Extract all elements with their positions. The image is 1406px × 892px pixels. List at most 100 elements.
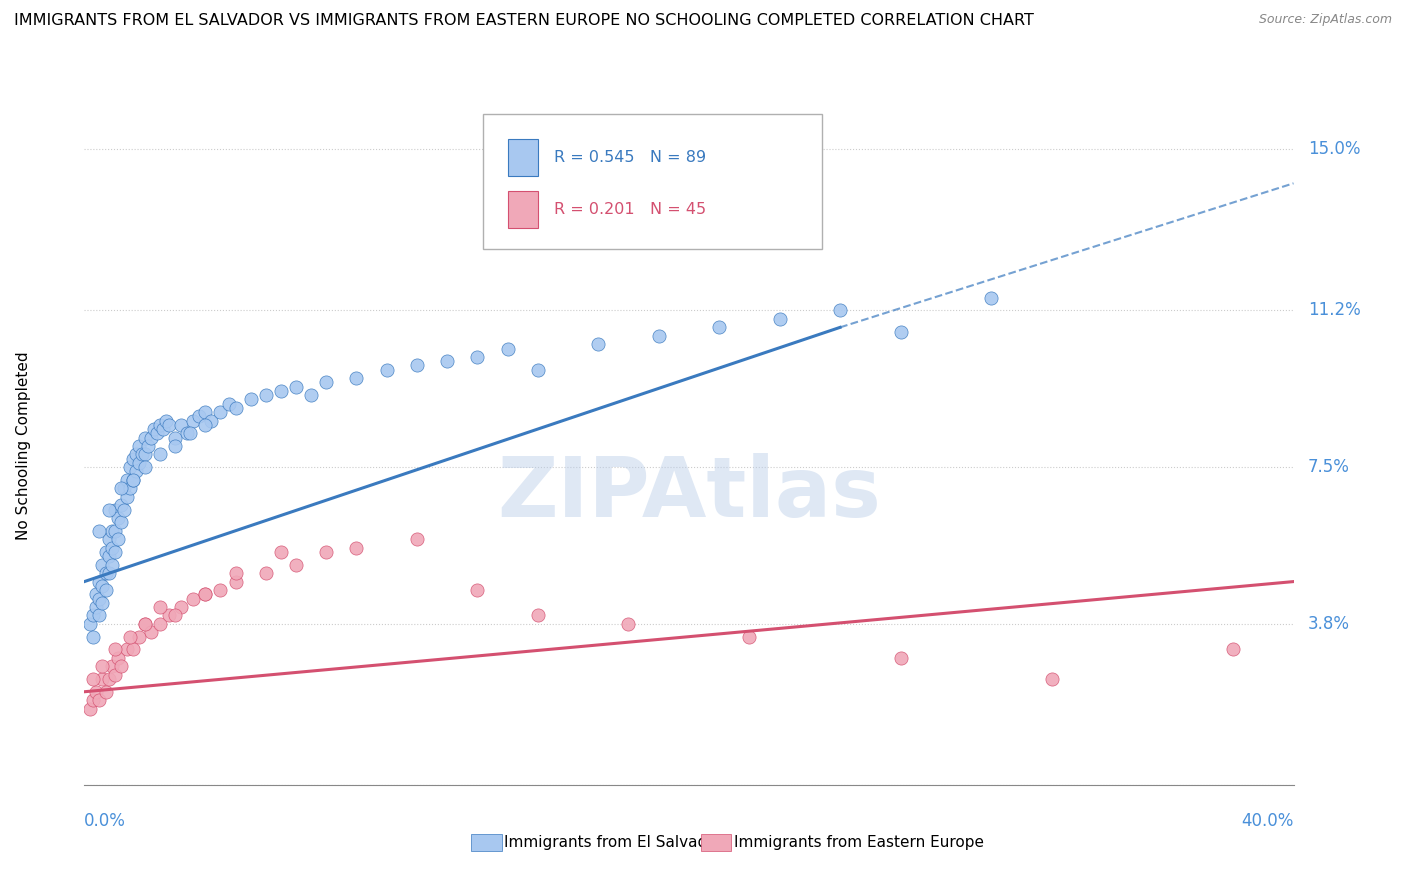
Point [200,414,222,428]
Point [91,579,114,593]
Text: 15.0%: 15.0% [1308,140,1361,159]
Point [149,448,172,462]
Text: Immigrants from El Salvador: Immigrants from El Salvador [503,835,723,850]
Point [284,558,308,572]
Point [89,591,111,606]
Point [121,473,143,487]
Point [89,574,111,589]
Point [738,630,761,644]
Point [194,587,217,601]
Point [112,482,135,496]
Point [100,524,122,538]
Point [526,608,548,623]
Point [115,642,138,657]
Point [115,490,138,504]
Text: IMMIGRANTS FROM EL SALVADOR VS IMMIGRANTS FROM EASTERN EUROPE NO SCHOOLING COMPL: IMMIGRANTS FROM EL SALVADOR VS IMMIGRANT… [14,13,1033,29]
Point [149,417,172,432]
Point [209,405,232,419]
Bar [471,834,502,851]
Point [79,701,101,715]
Bar [508,139,538,176]
Point [181,591,204,606]
Point [91,659,114,673]
Point [709,320,731,334]
Point [82,630,104,644]
Point [239,392,262,407]
Bar [508,192,538,228]
Bar [702,834,731,851]
Point [467,583,489,598]
Point [104,502,127,516]
Point [107,511,129,525]
Point [104,667,127,681]
Point [254,388,277,402]
Point [315,545,337,559]
Point [97,566,120,581]
Point [134,617,156,632]
Text: No Schooling Completed: No Schooling Completed [17,351,31,541]
Point [100,541,122,555]
Point [225,566,247,581]
Point [588,337,610,351]
Point [128,630,150,644]
Point [194,405,217,419]
Point [146,426,169,441]
Point [170,417,193,432]
Point [406,359,429,373]
Point [107,651,129,665]
Point [1222,642,1244,657]
Point [118,460,141,475]
Point [128,456,150,470]
Point [188,409,211,424]
Point [647,328,671,343]
Point [82,693,104,707]
Text: 0.0%: 0.0% [84,812,127,830]
Point [157,608,180,623]
FancyBboxPatch shape [484,114,823,250]
Point [110,659,132,673]
Point [134,430,156,444]
Point [86,587,108,601]
Point [110,482,132,496]
Point [170,599,193,614]
Point [91,558,114,572]
Point [1040,672,1063,686]
Point [91,596,114,610]
Point [97,672,120,686]
Text: ZIPAtlas: ZIPAtlas [496,453,882,534]
Text: 3.8%: 3.8% [1308,615,1350,633]
Point [107,532,129,546]
Point [89,524,111,538]
Point [194,417,217,432]
Point [155,414,177,428]
Point [225,401,247,415]
Point [346,541,368,555]
Point [94,685,117,699]
Text: 40.0%: 40.0% [1241,812,1294,830]
Point [110,498,132,512]
Text: R = 0.201   N = 45: R = 0.201 N = 45 [554,202,706,217]
Point [142,422,165,436]
Point [270,545,292,559]
Point [118,482,141,496]
Point [91,672,114,686]
Point [82,672,104,686]
Point [100,659,122,673]
Point [436,354,458,368]
Point [110,515,132,529]
Point [100,558,122,572]
Point [346,371,368,385]
Text: 7.5%: 7.5% [1308,458,1350,476]
Point [526,363,548,377]
Point [115,473,138,487]
Point [375,363,398,377]
Point [86,599,108,614]
Point [270,384,292,398]
Point [315,376,337,390]
Point [209,583,232,598]
Point [121,473,143,487]
Point [980,291,1002,305]
Point [86,685,108,699]
Point [139,625,162,640]
Point [104,545,127,559]
